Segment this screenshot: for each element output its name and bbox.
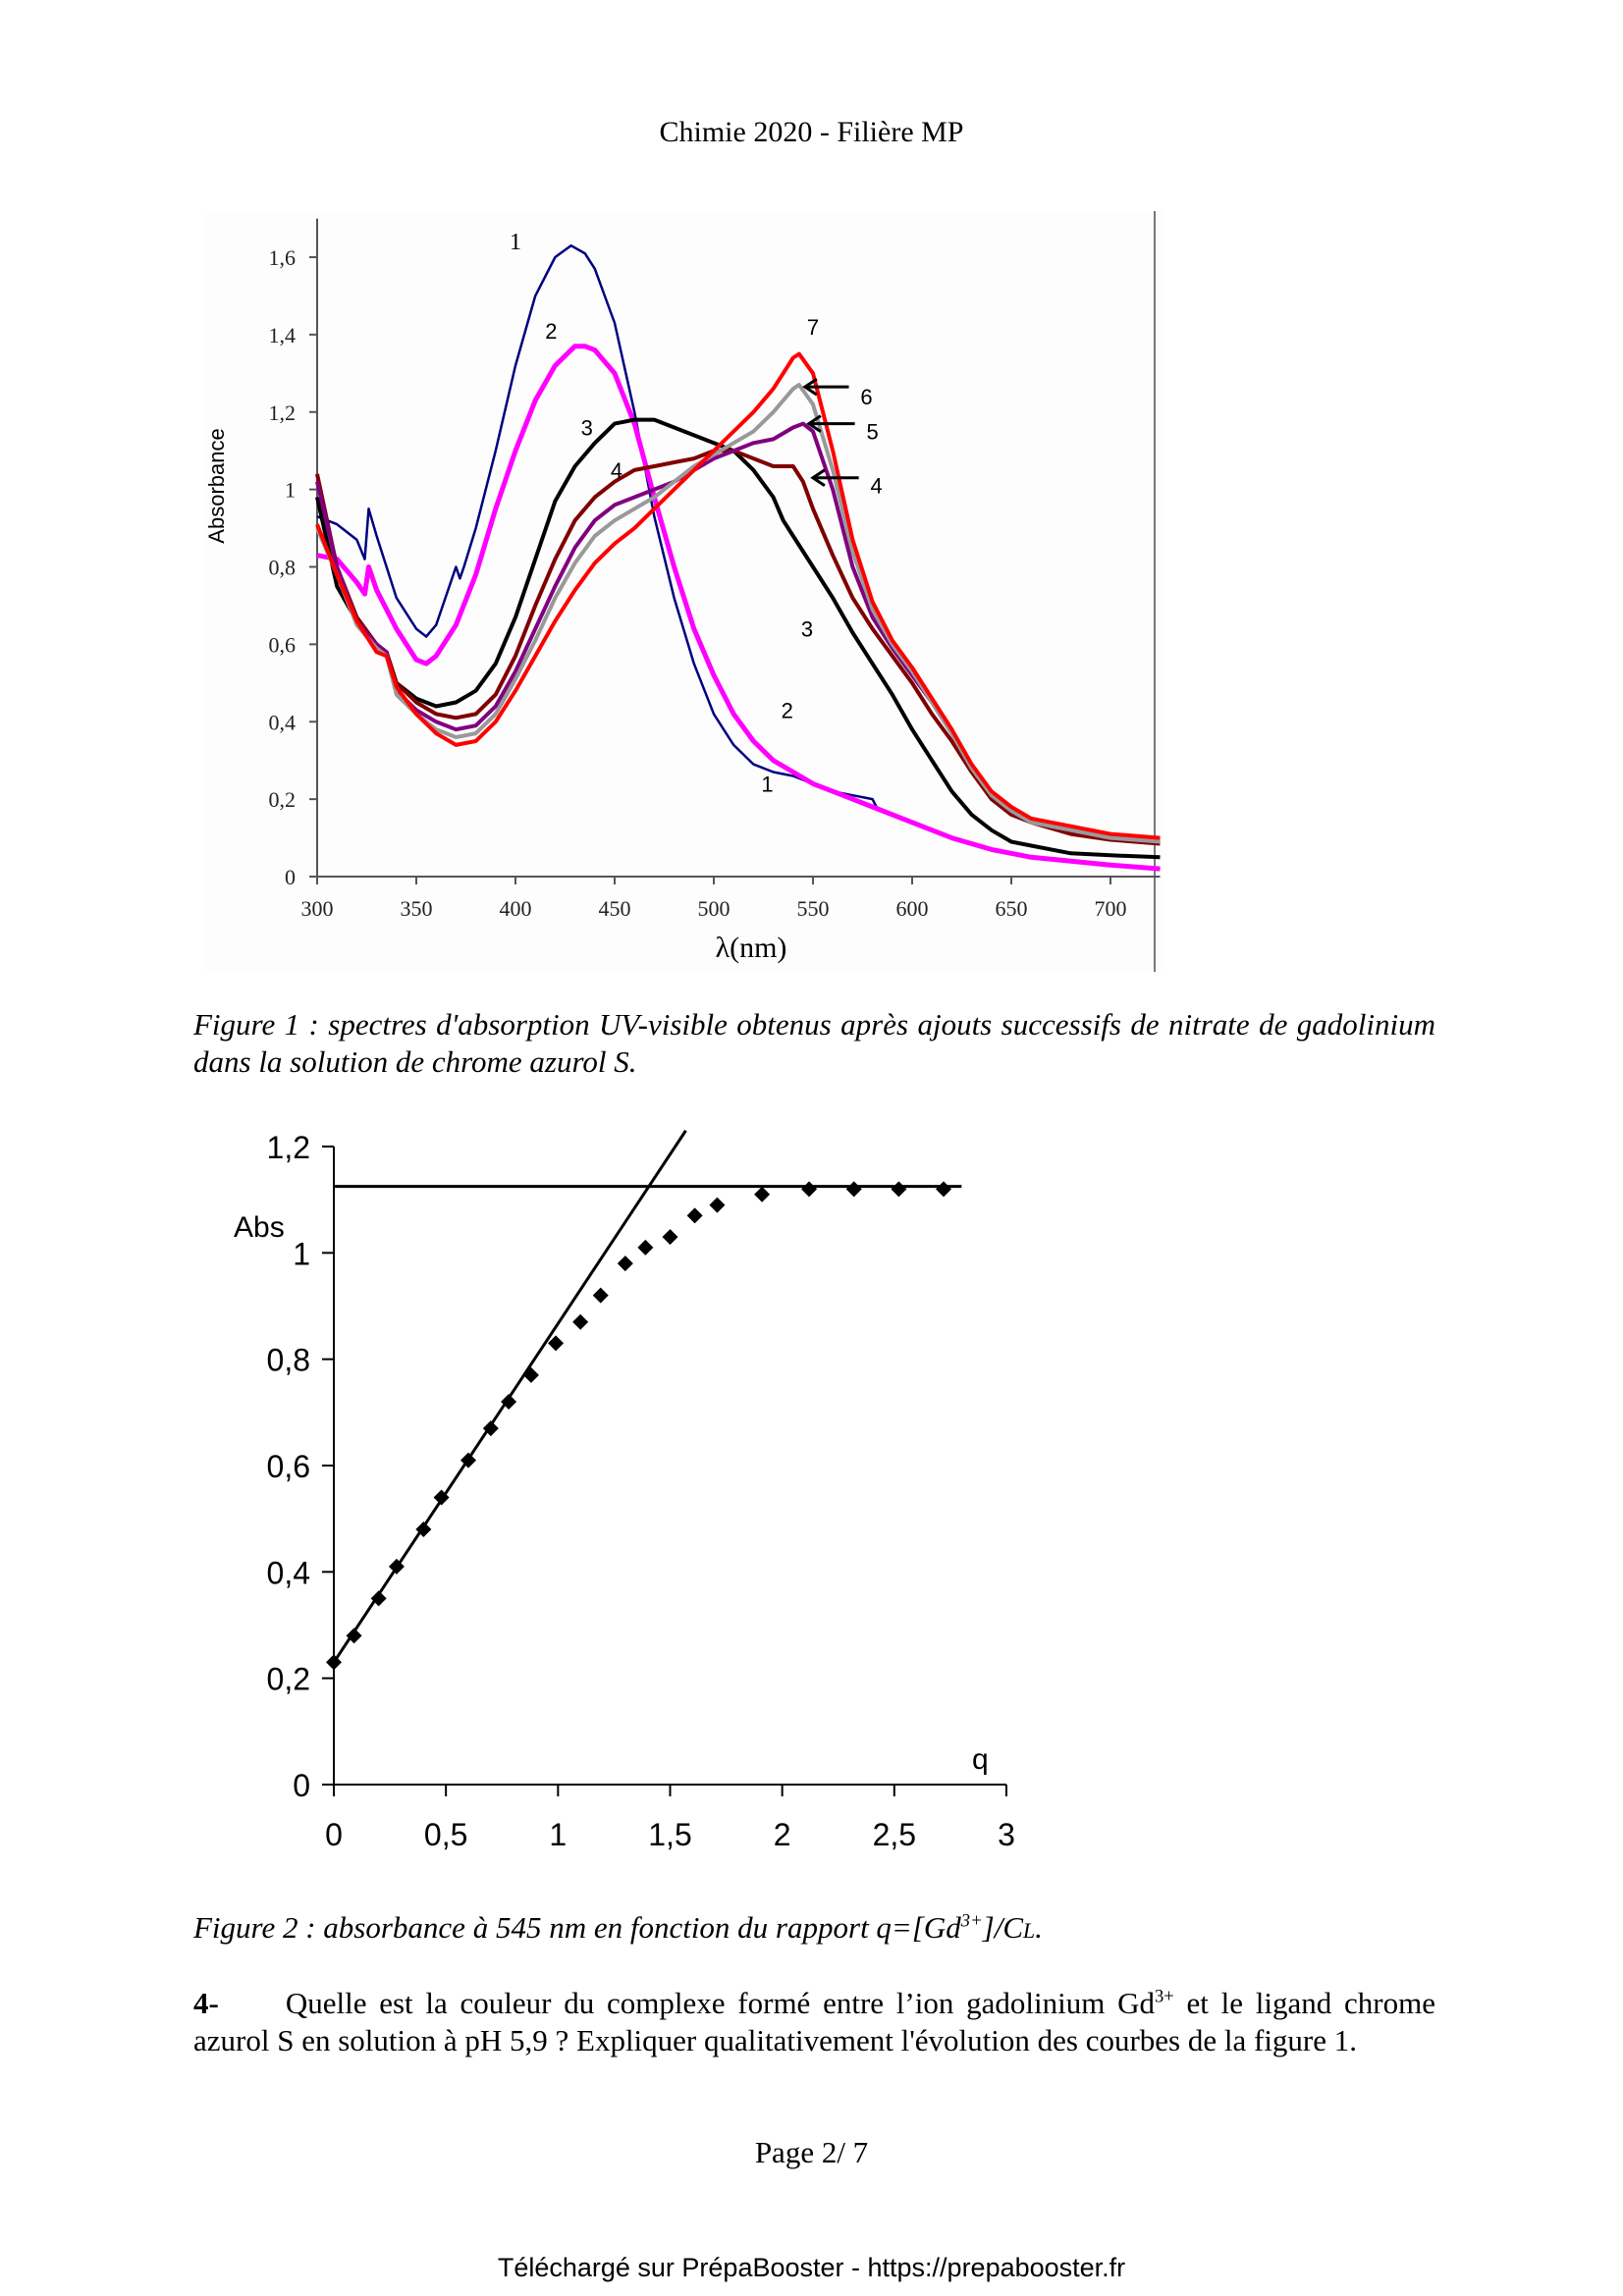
y-tick-label: 1,2	[269, 400, 297, 425]
question-number: 4-	[193, 1986, 219, 2020]
question-text: Quelle est la couleur du complexe formé …	[285, 1986, 1155, 2020]
curve-label-1: 1	[510, 230, 521, 255]
x-tick-label: 450	[599, 896, 631, 921]
spectrum-curve-2	[316, 344, 1161, 872]
x-tick-label: 0	[325, 1817, 343, 1852]
curve-label-6: 6	[860, 385, 872, 409]
y-tick-label: 1,2	[267, 1130, 310, 1165]
x-tick-label: 3	[998, 1817, 1015, 1852]
curve-label-4: 4	[611, 458, 622, 483]
y-axis-label: Abs	[234, 1211, 285, 1244]
data-point	[845, 1181, 862, 1198]
x-tick-label: 650	[996, 896, 1028, 921]
question-4: 4- Quelle est la couleur du complexe form…	[193, 1985, 1435, 2059]
x-tick-label: 350	[401, 896, 433, 921]
curve-label-3: 3	[801, 617, 813, 642]
data-point	[370, 1590, 387, 1607]
x-tick-label: 300	[301, 896, 334, 921]
data-point	[686, 1207, 703, 1224]
data-point	[548, 1335, 565, 1352]
data-point	[936, 1181, 952, 1198]
spectrum-curve-7	[315, 351, 1161, 840]
arrow-head	[806, 414, 822, 433]
arrow-head	[810, 468, 826, 488]
y-tick-label: 1,4	[269, 323, 297, 347]
data-point	[415, 1522, 432, 1537]
figure-2-absorbance-vs-q: 0 0,2 0,4 0,6 0,8 1 1,2 0 0,5 1 1,5 2 2,5 3 Abs q	[234, 1129, 1015, 1852]
y-tick-label: 1	[285, 478, 296, 503]
caption-text: Figure 2 : absorbance à 545 nm en foncti…	[193, 1910, 961, 1945]
y-tick-label: 0,8	[267, 1343, 310, 1378]
y-tick-label: 0	[293, 1768, 310, 1803]
y-tick-label: 1,6	[269, 245, 297, 270]
y-tick-label: 0	[285, 865, 296, 889]
curve-label-2: 2	[782, 698, 793, 722]
caption-text: ]/C	[982, 1910, 1024, 1945]
x-tick-label: 0,5	[424, 1817, 467, 1852]
x-tick-label: 600	[896, 896, 929, 921]
data-point	[617, 1255, 633, 1272]
data-point	[592, 1287, 609, 1304]
data-point	[891, 1181, 907, 1198]
x-tick-label: 1	[549, 1817, 567, 1852]
curve-label-4: 4	[871, 474, 883, 499]
x-tick-label: 2	[774, 1817, 791, 1852]
x-tick-label: 400	[500, 896, 532, 921]
curve-label-1: 1	[761, 772, 773, 796]
y-tick-label: 0,6	[269, 632, 297, 657]
y-tick-label: 0,2	[267, 1662, 310, 1697]
y-tick-label: 0,6	[267, 1449, 310, 1484]
data-point	[754, 1186, 771, 1202]
data-point	[709, 1197, 726, 1213]
caption-text: .	[1035, 1910, 1043, 1945]
figure-1-background	[206, 211, 1163, 972]
page-number: Page 2/ 7	[754, 2135, 869, 2169]
x-tick-label: 1,5	[648, 1817, 691, 1852]
curve-label-5: 5	[866, 419, 878, 444]
question-text: et le ligand chrome azurol S en solution…	[193, 1986, 1435, 2057]
caption-subscript: L	[1023, 1919, 1036, 1943]
x-tick-label: 2,5	[873, 1817, 916, 1852]
curve-label-3: 3	[581, 416, 593, 441]
data-point	[388, 1558, 405, 1575]
x-tick-label: 500	[698, 896, 730, 921]
data-point	[460, 1452, 476, 1468]
y-tick-label: 0,2	[269, 787, 297, 812]
x-axis-label: q	[972, 1743, 989, 1776]
data-point	[522, 1366, 539, 1383]
data-point	[482, 1420, 499, 1437]
download-footer: Téléchargé sur PrépaBooster - https://pr…	[497, 2253, 1126, 2282]
curve-label-2: 2	[545, 319, 557, 344]
data-point	[572, 1313, 589, 1330]
x-tick-label: 700	[1095, 896, 1127, 921]
x-tick-label: 550	[797, 896, 830, 921]
figure-2-caption: Figure 2 : absorbance à 545 nm en foncti…	[193, 1909, 1435, 1947]
y-tick-label: 0,8	[269, 556, 297, 580]
data-point	[801, 1181, 818, 1198]
y-tick-label: 0,4	[267, 1555, 310, 1590]
figure-1-caption: Figure 1 : spectres d'absorption UV-visi…	[193, 1007, 1435, 1079]
data-point	[346, 1628, 362, 1644]
y-tick-label: 1	[293, 1236, 310, 1271]
arrow-head	[802, 377, 818, 397]
data-point	[637, 1239, 654, 1255]
data-point	[662, 1229, 678, 1246]
x-axis-label: λ(nm)	[716, 932, 787, 964]
spectrum-curve-3	[315, 417, 1161, 860]
caption-superscript: 3+	[960, 1910, 983, 1932]
question-superscript: 3+	[1154, 1986, 1174, 2007]
spectrum-curve-4	[315, 449, 1161, 846]
y-tick-label: 0,4	[269, 710, 297, 734]
curve-label-7: 7	[807, 315, 819, 340]
data-point	[433, 1489, 450, 1506]
y-axis-label: Absorbance	[206, 428, 229, 543]
data-point	[326, 1654, 342, 1671]
page-header: Chimie 2020 - Filière MP	[659, 116, 964, 148]
